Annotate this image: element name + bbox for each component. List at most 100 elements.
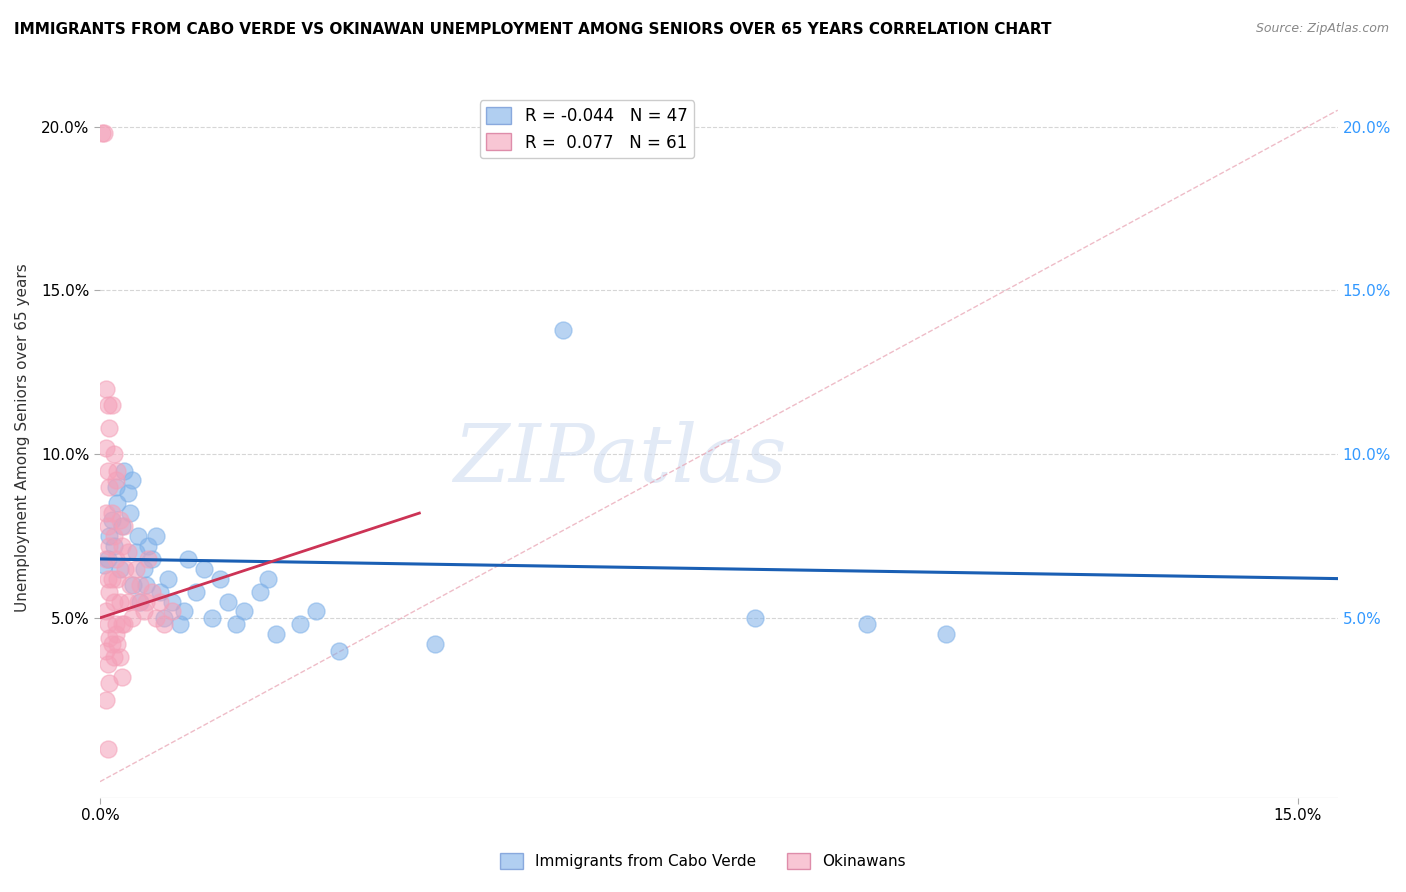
Point [104, 473, 127, 487]
Point [93, 126, 115, 140]
Point [103, 529, 125, 543]
Point [98, 421, 121, 435]
Point [96, 604, 118, 618]
Point [117, 545, 139, 559]
Point [136, 539, 159, 553]
Point [127, 529, 149, 543]
Point [96, 693, 118, 707]
Point [149, 594, 172, 608]
Point [551, 323, 574, 337]
Point [97, 519, 120, 533]
Point [128, 594, 150, 608]
Point [112, 519, 135, 533]
Text: ZIPatlas: ZIPatlas [453, 421, 786, 498]
Point [132, 562, 155, 576]
Point [107, 463, 129, 477]
Point [103, 594, 125, 608]
Point [112, 617, 135, 632]
Point [256, 572, 278, 586]
Point [96, 382, 118, 396]
Point [304, 604, 326, 618]
Point [111, 539, 134, 553]
Point [112, 463, 135, 477]
Point [152, 617, 174, 632]
Point [152, 611, 174, 625]
Point [141, 552, 163, 566]
Point [156, 572, 179, 586]
Point [104, 627, 127, 641]
Point [97, 617, 120, 632]
Legend: Immigrants from Cabo Verde, Okinawans: Immigrants from Cabo Verde, Okinawans [494, 847, 912, 875]
Point [90, 126, 112, 140]
Point [114, 562, 136, 576]
Point [107, 496, 129, 510]
Text: Source: ZipAtlas.com: Source: ZipAtlas.com [1256, 22, 1389, 36]
Point [225, 617, 247, 632]
Point [98, 631, 121, 645]
Point [108, 562, 131, 576]
Point [97, 742, 120, 756]
Text: IMMIGRANTS FROM CABO VERDE VS OKINAWAN UNEMPLOYMENT AMONG SENIORS OVER 65 YEARS : IMMIGRANTS FROM CABO VERDE VS OKINAWAN U… [14, 22, 1052, 37]
Point [101, 637, 124, 651]
Point [101, 513, 124, 527]
Point [855, 617, 877, 632]
Point [744, 611, 766, 625]
Point [121, 473, 143, 487]
Point [107, 637, 129, 651]
Point [108, 594, 131, 608]
Point [425, 637, 447, 651]
Point [288, 617, 311, 632]
Point [136, 552, 159, 566]
Point [101, 572, 124, 586]
Point [135, 594, 157, 608]
Point [98, 676, 121, 690]
Point [249, 584, 271, 599]
Point [103, 447, 125, 461]
Point [125, 562, 148, 576]
Point [125, 545, 148, 559]
Point [145, 529, 167, 543]
Point [177, 552, 200, 566]
Point [97, 552, 120, 566]
Point [111, 670, 134, 684]
Point [264, 627, 287, 641]
Point [104, 480, 127, 494]
Point [117, 486, 139, 500]
Point [98, 584, 121, 599]
Point [104, 552, 127, 566]
Point [935, 627, 957, 641]
Point [111, 519, 134, 533]
Y-axis label: Unemployment Among Seniors over 65 years: Unemployment Among Seniors over 65 years [15, 263, 30, 612]
Legend: R = -0.044   N = 47, R =  0.077   N = 61: R = -0.044 N = 47, R = 0.077 N = 61 [479, 100, 695, 158]
Point [97, 398, 120, 412]
Point [128, 578, 150, 592]
Point [108, 513, 131, 527]
Point [127, 594, 149, 608]
Point [96, 643, 118, 657]
Point [217, 594, 239, 608]
Point [107, 572, 129, 586]
Point [97, 463, 120, 477]
Point [121, 611, 143, 625]
Point [120, 578, 142, 592]
Point [122, 578, 145, 592]
Point [93, 558, 115, 573]
Point [98, 539, 121, 553]
Point [135, 578, 157, 592]
Point [173, 604, 195, 618]
Point [117, 594, 139, 608]
Point [160, 594, 183, 608]
Point [169, 617, 191, 632]
Point [101, 398, 124, 412]
Point [201, 611, 224, 625]
Point [98, 480, 121, 494]
Point [96, 441, 118, 455]
Point [96, 506, 118, 520]
Point [111, 617, 134, 632]
Point [103, 539, 125, 553]
Point [97, 657, 120, 671]
Point [104, 617, 127, 632]
Point [132, 604, 155, 618]
Point [97, 572, 120, 586]
Point [328, 643, 350, 657]
